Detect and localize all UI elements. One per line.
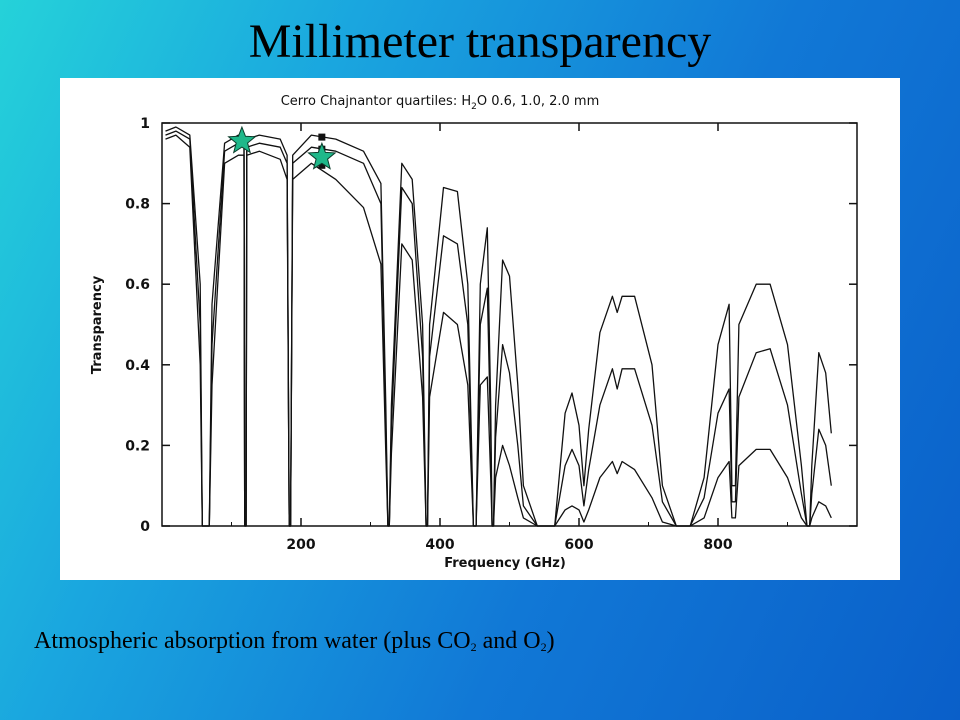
x-tick-label: 800	[703, 537, 732, 553]
transparency-chart: Cerro Chajnantor quartiles: H2O 0.6, 1.0…	[90, 94, 858, 571]
x-tick-label: 400	[425, 537, 454, 553]
y-tick-label: 0.6	[125, 277, 150, 293]
y-tick-label: 1	[140, 116, 150, 132]
series-line-pwv-2	[165, 134, 832, 527]
slide-caption: Atmospheric absorption from water (plus …	[34, 628, 555, 655]
series-line-pwv-1	[165, 130, 832, 527]
chart-title-part-1: Cerro Chajnantor quartiles: H	[281, 94, 471, 109]
marker-group	[227, 125, 337, 170]
caption-co2-subscript: 2	[470, 640, 477, 654]
slide-title: Millimeter transparency	[248, 15, 712, 68]
caption-suffix: )	[546, 628, 555, 654]
caption-middle: and O	[476, 628, 541, 654]
x-axis-ticks: 200 400 600 800	[231, 123, 788, 553]
y-tick-label: 0.2	[125, 438, 150, 454]
star-marker	[307, 141, 337, 170]
y-tick-label: 0.8	[125, 197, 150, 213]
chart-title-subscript: 2	[471, 102, 477, 112]
square-marker	[318, 161, 326, 169]
series-line-pwv-0.6	[165, 126, 832, 527]
caption-prefix: Atmospheric absorption from water (plus …	[34, 628, 471, 654]
star-marker	[227, 125, 257, 154]
y-axis-label: Transparency	[90, 275, 105, 374]
y-axis-ticks: 0 0.2 0.4 0.6 0.8 1	[125, 116, 857, 535]
x-tick-label: 200	[286, 537, 315, 553]
y-tick-label: 0.4	[125, 358, 150, 374]
chart-title: Cerro Chajnantor quartiles: H2O 0.6, 1.0…	[281, 94, 600, 112]
series-group	[165, 126, 832, 527]
square-marker	[318, 133, 326, 141]
x-axis-label: Frequency (GHz)	[444, 556, 566, 571]
caption-o2-subscript: 2	[540, 640, 547, 654]
chart-title-part-2: O 0.6, 1.0, 2.0 mm	[477, 94, 599, 109]
x-tick-label: 600	[564, 537, 593, 553]
y-tick-label: 0	[140, 519, 150, 535]
chart-panel: Cerro Chajnantor quartiles: H2O 0.6, 1.0…	[60, 78, 900, 580]
